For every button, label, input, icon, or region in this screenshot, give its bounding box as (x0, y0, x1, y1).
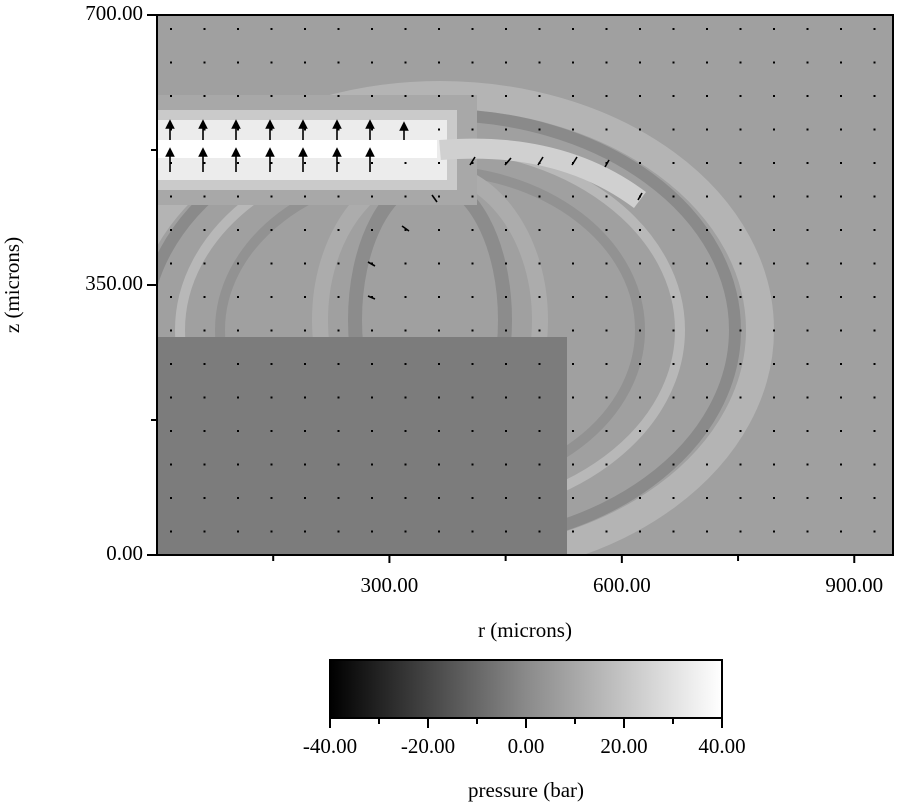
colorbar-label: pressure (bar) (468, 778, 584, 802)
colorbar-tick-label: -40.00 (303, 734, 357, 758)
colorbar (329, 659, 723, 719)
x-tick-label: 600.00 (593, 573, 651, 597)
colorbar-tick-label: 0.00 (508, 734, 545, 758)
colorbar-tick-label: 20.00 (600, 734, 647, 758)
x-tick-label: 900.00 (825, 573, 883, 597)
x-tick-label: 300.00 (361, 573, 419, 597)
y-tick-label: 0.00 (106, 541, 143, 565)
colorbar-tick-label: 40.00 (698, 734, 745, 758)
pressure-field (157, 15, 893, 555)
colorbar-tick-label: -20.00 (401, 734, 455, 758)
y-tick-label: 700.00 (85, 1, 143, 25)
y-tick-label: 350.00 (85, 271, 143, 295)
x-axis-label: r (microns) (478, 618, 572, 642)
y-axis-label: z (microns) (0, 237, 24, 333)
